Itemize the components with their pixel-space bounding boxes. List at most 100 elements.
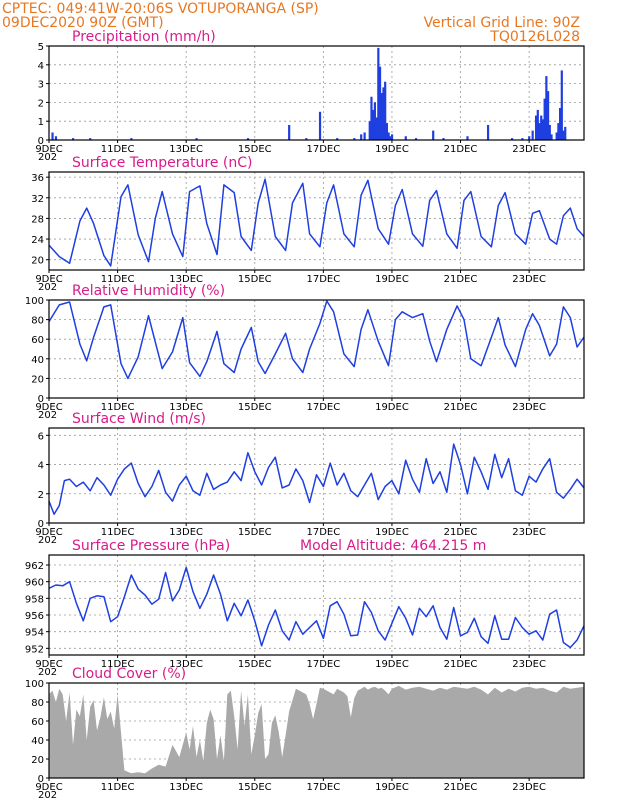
x-tick-label: 11DEC [101,402,135,413]
precip-bar [432,130,435,140]
series-line [48,443,585,515]
y-tick-label: 0 [38,519,44,530]
x-tick-label: 11DEC [101,782,135,793]
y-tick-label: 0 [38,394,44,405]
panel-frame [48,427,585,524]
precip-bar [51,132,54,140]
y-tick-label: 80 [31,316,44,327]
y-tick-label: 952 [25,644,44,655]
precip-bar [363,132,366,140]
precip-bar [521,138,524,140]
x-tick-label: 21DEC [444,659,478,670]
model-altitude: Model Altitude: 464.215 m [300,538,486,554]
precip-bar [389,136,392,140]
y-tick-label: 0 [38,774,44,785]
y-tick-label: 40 [31,736,44,747]
x-tick-label: 21DEC [444,782,478,793]
x-tick-label: 15DEC [238,144,272,155]
precip-bar [378,66,382,140]
precip-bar [557,123,560,140]
x-tick-label: 19DEC [375,659,409,670]
y-tick-label: 956 [25,611,44,622]
precip-bar [531,130,534,140]
x-tick-label: 17DEC [306,527,340,538]
y-tick-label: 20 [31,755,44,766]
precip-bar [370,96,373,140]
precip-bar [387,132,390,140]
precip-bar [555,132,558,140]
y-tick-label: 1 [38,117,44,128]
precip-bar [288,124,291,140]
x-tick-label: 19DEC [375,402,409,413]
precip-bar [390,134,394,140]
precip-bar [538,123,541,140]
precip-bar [536,109,539,140]
x-tick-label: 23DEC [512,144,546,155]
x-tick-label: 17DEC [306,144,340,155]
precip-bar [195,138,198,140]
precip-bar [442,138,445,140]
series-line [48,178,585,267]
precip-bar [305,138,308,140]
precip-bar [404,136,407,140]
year-fragment: 202 [38,282,57,293]
year-fragment: 202 [38,535,57,546]
series-line [48,566,585,649]
y-tick-label: 3 [38,80,44,91]
header-run-time: 09DEC2020 90Z (GMT) [2,15,164,31]
panel-2: Relative Humidity (%) 0 20 40 60 80 100 9DEC 11D… [25,283,585,421]
x-tick-label: 23DEC [512,527,546,538]
x-tick-label: 11DEC [101,659,135,670]
precip-bar [510,138,514,140]
year-fragment: 202 [38,152,57,163]
panel-4: Surface Pressure (hPa) Model Altitude: 46… [25,538,585,678]
panel-title: Relative Humidity (%) [72,283,225,299]
x-tick-label: 23DEC [512,659,546,670]
panel-title: Surface Wind (m/s) [72,411,206,427]
precip-bar [54,136,58,140]
y-tick-label: 100 [25,296,44,307]
x-tick-label: 23DEC [512,274,546,285]
header-station: CPTEC: 049:41W-20:06S VOTUPORANGA (SP) [2,1,319,17]
panel-5: Cloud Cover (%) 0 20 40 60 80 100 9DEC 11DEC 13DE… [25,666,585,800]
precip-bar [318,111,322,140]
precip-bar [541,119,545,140]
precip-bar [89,138,92,140]
x-tick-label: 17DEC [306,659,340,670]
x-tick-label: 9DEC [35,402,62,413]
precip-bar [562,130,565,140]
y-tick-label: 0 [38,136,44,147]
y-tick-label: 60 [31,335,44,346]
precip-bar [377,47,380,140]
cloud-area [49,685,584,778]
x-tick-label: 17DEC [306,274,340,285]
precip-bar [373,102,377,140]
x-tick-label: 15DEC [238,274,272,285]
y-tick-label: 958 [25,594,44,605]
y-tick-label: 20 [31,256,44,267]
x-tick-label: 21DEC [444,402,478,413]
y-tick-label: 40 [31,355,44,366]
precip-bar [540,115,543,140]
precip-bar [543,98,546,140]
y-tick-label: 954 [25,628,44,639]
y-tick-label: 6 [38,431,44,442]
panel-frame [48,45,585,141]
x-tick-label: 13DEC [169,659,203,670]
x-tick-label: 19DEC [375,274,409,285]
precip-bar [545,76,548,140]
precip-bar [380,93,383,140]
panel-frame [48,171,585,271]
precip-bar [466,136,469,140]
x-tick-label: 17DEC [306,402,340,413]
precip-bar [72,138,75,140]
x-tick-label: 9DEC [35,659,62,670]
x-tick-label: 21DEC [444,144,478,155]
panel-title: Cloud Cover (%) [72,666,186,682]
x-tick-label: 11DEC [101,527,135,538]
x-tick-label: 13DEC [169,782,203,793]
precip-bar [414,138,418,140]
x-tick-label: 15DEC [238,659,272,670]
year-fragment: 202 [38,410,57,421]
x-tick-label: 15DEC [238,782,272,793]
